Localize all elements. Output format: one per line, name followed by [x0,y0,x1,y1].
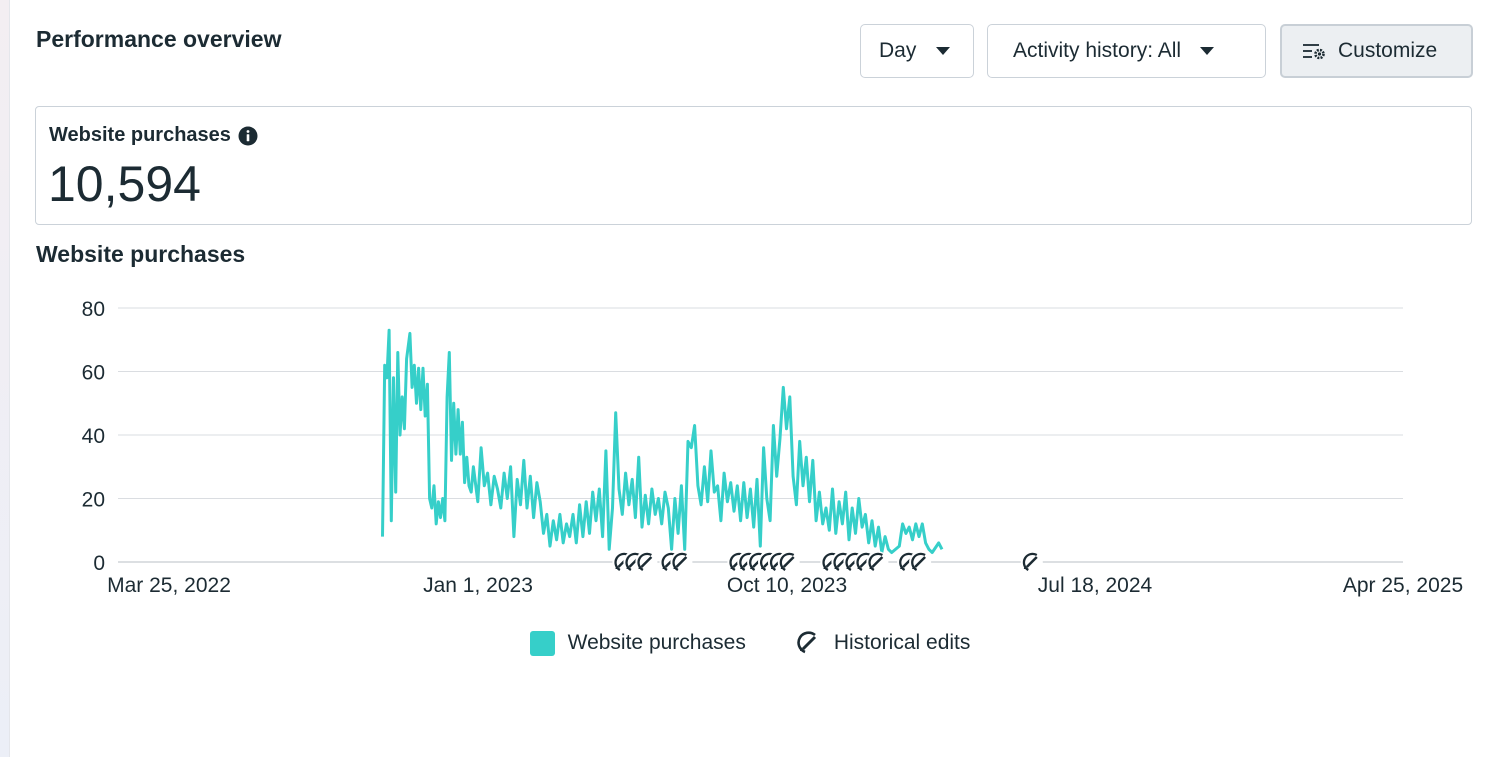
line-chart: 0 20 40 60 80 Mar 25, 2022 Jan 1, 2023 Oct 10, … [82,298,1463,597]
info-icon[interactable] [238,126,258,146]
legend-item-purchases[interactable]: Website purchases [529,630,746,656]
historical-edit-icon [797,631,816,654]
historical-edit-icon[interactable] [1020,551,1043,573]
chart-legend: Website purchases Historical edits [0,630,1500,656]
chart-title: Website purchases [36,241,246,267]
x-tick-label: Jan 1, 2023 [423,574,533,597]
sliders-gear-icon [1303,44,1325,60]
caret-down-icon [936,47,951,55]
caret-down-icon [1200,47,1215,55]
metric-label: Website purchases [49,124,231,146]
x-tick-label: Oct 10, 2023 [727,574,847,597]
series-line [381,328,944,554]
left-strip [0,0,10,757]
metric-card: Website purchases 10,594 [35,106,1472,225]
historical-edit-icon[interactable] [909,551,932,573]
x-tick-label: Jul 18, 2024 [1038,574,1153,597]
customize-button[interactable]: Customize [1280,24,1473,78]
y-tick-label: 80 [82,298,105,321]
day-dropdown[interactable]: Day [860,24,974,78]
historical-edit-icon[interactable] [866,551,889,573]
legend-swatch [529,630,555,656]
y-tick-label: 0 [93,552,105,575]
customize-label: Customize [1338,39,1438,62]
y-tick-label: 60 [82,362,105,385]
historical-edit-icon[interactable] [670,551,693,573]
activity-history-label: Activity history: All [1013,39,1182,62]
x-tick-label: Apr 25, 2025 [1343,574,1463,597]
legend-label-edits: Historical edits [833,631,971,654]
y-tick-label: 40 [82,425,105,448]
y-tick-label: 20 [82,489,105,512]
metric-label-row: Website purchases [49,124,258,147]
historical-edit-icon[interactable] [635,551,658,573]
x-tick-label: Mar 25, 2022 [107,574,231,597]
activity-history-dropdown[interactable]: Activity history: All [987,24,1266,78]
legend-item-edits[interactable]: Historical edits [796,630,971,656]
day-dropdown-label: Day [879,39,917,62]
page-title: Performance overview [36,26,282,52]
metric-value: 10,594 [48,156,201,212]
legend-label-purchases: Website purchases [567,631,746,654]
historical-edit-icon[interactable] [777,551,800,573]
